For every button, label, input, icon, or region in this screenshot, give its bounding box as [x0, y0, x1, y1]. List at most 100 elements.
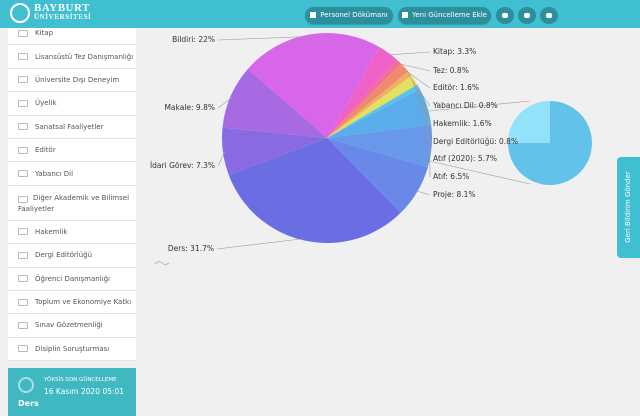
leader-line [412, 81, 431, 125]
sidebar-item[interactable]: Üyelik [8, 92, 136, 116]
folder-icon [18, 228, 28, 236]
menu-button[interactable] [540, 7, 558, 24]
logo-text: BAYBURT ÜNİVERSİTESİ [34, 2, 92, 22]
slice-label: Proje: 8.1% [433, 190, 476, 199]
sidebar-item[interactable]: Lisansüstü Tez Danışmanlığı [8, 45, 136, 69]
item-label: Lisansüstü Tez Danışmanlığı [35, 52, 134, 61]
folder-icon [18, 275, 28, 283]
item-label: Kitap [35, 29, 54, 38]
sidebar-item[interactable]: Dergi Editörlüğü [8, 244, 136, 268]
slice-label: Yabancı Dil: 0.8% [432, 101, 498, 110]
sidebar-item[interactable]: Sınav Gözetmenliği [8, 314, 136, 338]
pie-slice [222, 127, 327, 175]
sidebar-item[interactable]: Öğrenci Danışmanlığı [8, 267, 136, 291]
folder-icon [18, 345, 28, 353]
folder-icon [18, 123, 28, 131]
item-label: Üniversite Dışı Deneyim [35, 75, 120, 84]
pie-slice [228, 138, 401, 243]
folder-icon [18, 146, 28, 154]
item-label: Sınav Gözetmenliği [35, 321, 103, 330]
connector [424, 159, 531, 185]
item-label: Dergi Editörlüğü [35, 251, 93, 260]
pie-slice [327, 60, 402, 138]
sidebar-item[interactable]: Toplum ve Ekonomiye Katkı [8, 290, 136, 315]
button-label: Yeni Güncelleme Ekle [412, 11, 487, 19]
pie-slice [327, 89, 432, 138]
pie-slice [327, 138, 428, 213]
slice-label: Tez: 0.8% [432, 66, 469, 75]
leader-line [397, 63, 431, 72]
leader-line [216, 238, 305, 250]
sidebar-item[interactable]: Hakemlik [8, 220, 136, 245]
users-button[interactable] [496, 7, 514, 24]
item-label: Yabancı Dil [35, 169, 74, 178]
sidebar-item[interactable]: Yabancı Dil [8, 162, 136, 186]
pie-slice [222, 69, 327, 138]
folder-icon [18, 170, 28, 178]
folder-icon [18, 99, 28, 107]
folder-icon [18, 251, 28, 259]
folder-icon [18, 321, 28, 329]
folder-icon [18, 195, 28, 203]
folder-icon [18, 53, 28, 61]
item-label: Üyelik [35, 99, 57, 108]
slice-label: Atıf: 6.5% [433, 172, 469, 181]
pie-slice [247, 32, 380, 138]
item-label: Diğer Akademik ve Bilimsel Faaliyetler [18, 193, 130, 213]
feedback-label: Geri Bildirim Gönder [624, 171, 632, 243]
leader-line [403, 68, 431, 89]
leader-line [217, 36, 311, 41]
logo-icon [10, 3, 30, 23]
folder-icon [18, 298, 28, 306]
logo-line: ÜNİVERSİTESİ [34, 13, 92, 21]
pie-slice [327, 84, 420, 138]
card-category: Ders [18, 399, 39, 408]
item-label: Hakemlik [35, 227, 68, 236]
clock-icon [18, 377, 34, 393]
slice-label: Bildiri: 22% [172, 35, 215, 44]
logo[interactable]: BAYBURT ÜNİVERSİTESİ [10, 3, 91, 23]
sidebar-item[interactable]: Sanatsal Faaliyetler [8, 115, 136, 139]
item-label: Toplum ve Ekonomiye Katkı [35, 298, 132, 307]
folder-icon [18, 76, 28, 84]
user-button[interactable] [518, 7, 536, 24]
item-label: Öğrenci Danışmanlığı [35, 274, 110, 283]
pie-slice [327, 71, 412, 138]
pie-slice [327, 63, 409, 138]
leader-line [424, 107, 431, 160]
document-button[interactable]: Personel Dökümanı [305, 7, 393, 24]
slice-label: İdari Görev: 7.3% [150, 161, 215, 170]
button-label: Personel Dökümanı [320, 11, 388, 19]
pie-slice [327, 124, 433, 168]
slice-label: Kitap: 3.3% [433, 47, 476, 56]
leader-line [387, 51, 431, 56]
update-card: YÖKSİS SON GÜNCELLEME 16 Kasım 2020 05:0… [8, 368, 136, 416]
detail-pie-slice [508, 101, 550, 143]
sidebar-item[interactable]: Üniversite Dışı Deneyim [8, 68, 136, 93]
sidebar: Kitap Lisansüstü Tez Danışmanlığı Üniversi… [8, 22, 136, 362]
sidebar-item[interactable]: Disiplin Soruşturması [8, 337, 136, 362]
leader-line [217, 151, 226, 167]
slice-label: Editör: 1.6% [433, 83, 479, 92]
slice-label: Ders: 31.7% [168, 244, 214, 253]
add-update-button[interactable]: Yeni Güncelleme Ekle [398, 7, 491, 24]
item-label: Disiplin Soruşturması [35, 344, 110, 353]
logo-line: BAYBURT [34, 2, 90, 14]
decoration [154, 261, 170, 265]
leader-line [217, 96, 233, 109]
pie-slice [327, 75, 418, 138]
card-date: 16 Kasım 2020 05:01 [44, 387, 125, 396]
feedback-tab[interactable]: Geri Bildirim Gönder [617, 157, 640, 258]
sidebar-item[interactable]: Diğer Akademik ve Bilimsel Faaliyetler [8, 185, 136, 221]
folder-icon [18, 29, 28, 37]
slice-label: Makale: 9.8% [164, 103, 215, 112]
leader-line [408, 74, 431, 107]
sidebar-item[interactable]: Editör [8, 138, 136, 163]
slice-label: Dergi Editörlüğü: 0.8% [433, 137, 518, 146]
slice-label: Hakemlik: 1.6% [433, 119, 492, 128]
item-label: Sanatsal Faaliyetler [35, 122, 104, 131]
pie-slice [327, 47, 398, 138]
connector [418, 100, 531, 113]
